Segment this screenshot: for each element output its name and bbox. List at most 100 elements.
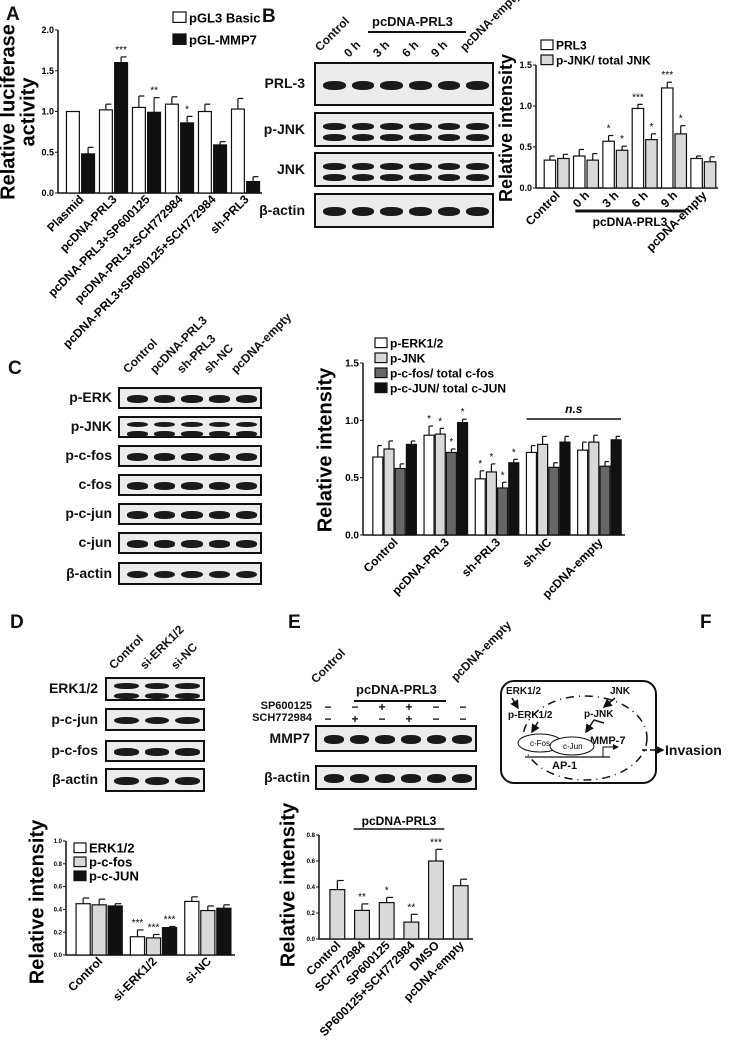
panel-label-d: D <box>10 612 24 633</box>
protein-band <box>351 207 375 216</box>
x-tick-label: 9 h <box>658 188 680 210</box>
legend-swatch <box>73 856 87 868</box>
blot-row-4 <box>118 503 262 525</box>
protein-band <box>181 395 203 403</box>
treatment-mark: + <box>405 700 413 714</box>
blot-row-0 <box>314 62 494 106</box>
legend-label: pGL3 Basic <box>189 10 261 25</box>
protein-band <box>127 421 149 427</box>
protein-band <box>409 133 432 141</box>
y-tick-label: 0.4 <box>307 885 316 891</box>
protein-band <box>380 162 403 170</box>
treatment-mark: − <box>324 700 332 714</box>
blot-row-3 <box>118 474 262 496</box>
protein-band <box>437 133 461 141</box>
protein-band <box>154 540 176 548</box>
protein-band <box>114 693 139 699</box>
y-tick-label: 0.0 <box>41 188 54 198</box>
invasion-label: Invasion <box>665 742 722 758</box>
protein-band <box>175 683 200 689</box>
legend-label: PRL3 <box>556 39 587 53</box>
perk-label: p-ERK1/2 <box>508 710 553 721</box>
protein-band <box>323 207 346 216</box>
blot-row-label: MMP7 <box>269 729 310 746</box>
protein-band <box>235 453 257 461</box>
blot-row-label: p-c-jun <box>65 505 112 521</box>
y-tick-label: 0.5 <box>519 142 532 152</box>
protein-band <box>466 162 489 170</box>
blot-row-label: β-actin <box>52 771 98 787</box>
promoter-arrow <box>602 744 619 757</box>
cjun-label: c-Jun <box>563 742 583 751</box>
y-axis-label: Relative intensity <box>496 54 516 202</box>
protein-band <box>127 511 149 519</box>
x-tick-label: Control <box>523 188 563 228</box>
x-tick-label: 6 h <box>629 188 651 210</box>
blot-row-label: JNK <box>276 160 305 177</box>
bar <box>548 466 560 536</box>
significance-marker: ** <box>150 86 158 97</box>
x-tick-label: 0 h <box>570 188 592 210</box>
bar <box>423 434 435 536</box>
legend-swatch <box>172 33 187 45</box>
protein-band <box>466 207 489 216</box>
legend-label: p-c-fos <box>89 855 132 870</box>
blot-row-3 <box>105 768 205 792</box>
bar <box>145 937 162 956</box>
significance-marker: ** <box>407 902 415 913</box>
legend-label: p-c-JUN <box>89 869 139 884</box>
bar <box>690 157 703 189</box>
bar <box>405 443 417 536</box>
protein-band <box>235 482 257 490</box>
protein-band <box>114 683 139 689</box>
jnk-label: JNK <box>610 686 631 697</box>
protein-band <box>409 80 432 90</box>
protein-band <box>323 122 346 130</box>
x-tick-label: Control <box>361 535 401 575</box>
protein-band <box>466 122 489 130</box>
protein-band <box>380 122 403 130</box>
erk-label: ERK1/2 <box>506 686 542 697</box>
significance-marker: * <box>607 124 611 135</box>
protein-band <box>208 570 230 579</box>
protein-band <box>208 540 230 548</box>
protein-band <box>426 774 447 783</box>
protein-band <box>181 511 203 519</box>
y-tick-label: 1.5 <box>41 66 54 76</box>
blot-row-label: p-ERK <box>69 389 112 405</box>
y-tick-label: 0.0 <box>307 937 316 943</box>
group-annotation: pcDNA-PRL3 <box>593 215 668 229</box>
protein-band <box>437 173 461 181</box>
bar <box>674 133 688 189</box>
protein-band <box>426 735 447 744</box>
bar <box>65 110 80 194</box>
bar <box>559 441 571 536</box>
protein-band <box>175 748 200 756</box>
blot-e-group-label: pcDNA-PRL3 <box>356 682 437 697</box>
treatment-mark: − <box>459 712 467 726</box>
protein-band <box>324 735 344 744</box>
protein-band <box>452 735 472 744</box>
bar <box>246 180 261 194</box>
blot-b-group-line <box>368 31 466 33</box>
y-tick-label: 1.0 <box>54 839 63 845</box>
protein-band <box>208 395 230 403</box>
bar <box>631 107 645 189</box>
legend-label: p-JNK/ total JNK <box>556 54 651 68</box>
protein-band <box>323 80 346 90</box>
y-tick-label: 0.0 <box>519 183 532 193</box>
x-tick-label: sh-PRL3 <box>459 535 504 580</box>
y-tick-label: 0.2 <box>307 911 316 917</box>
bar <box>197 110 212 194</box>
bar <box>131 106 146 194</box>
protein-band <box>181 421 203 427</box>
y-tick-label: 2.0 <box>41 25 54 35</box>
y-tick-label: 0.8 <box>54 862 63 868</box>
bar <box>703 161 717 189</box>
significance-marker: * <box>461 407 465 418</box>
bar <box>184 900 200 956</box>
significance-marker: * <box>620 134 624 145</box>
protein-band <box>144 683 170 689</box>
